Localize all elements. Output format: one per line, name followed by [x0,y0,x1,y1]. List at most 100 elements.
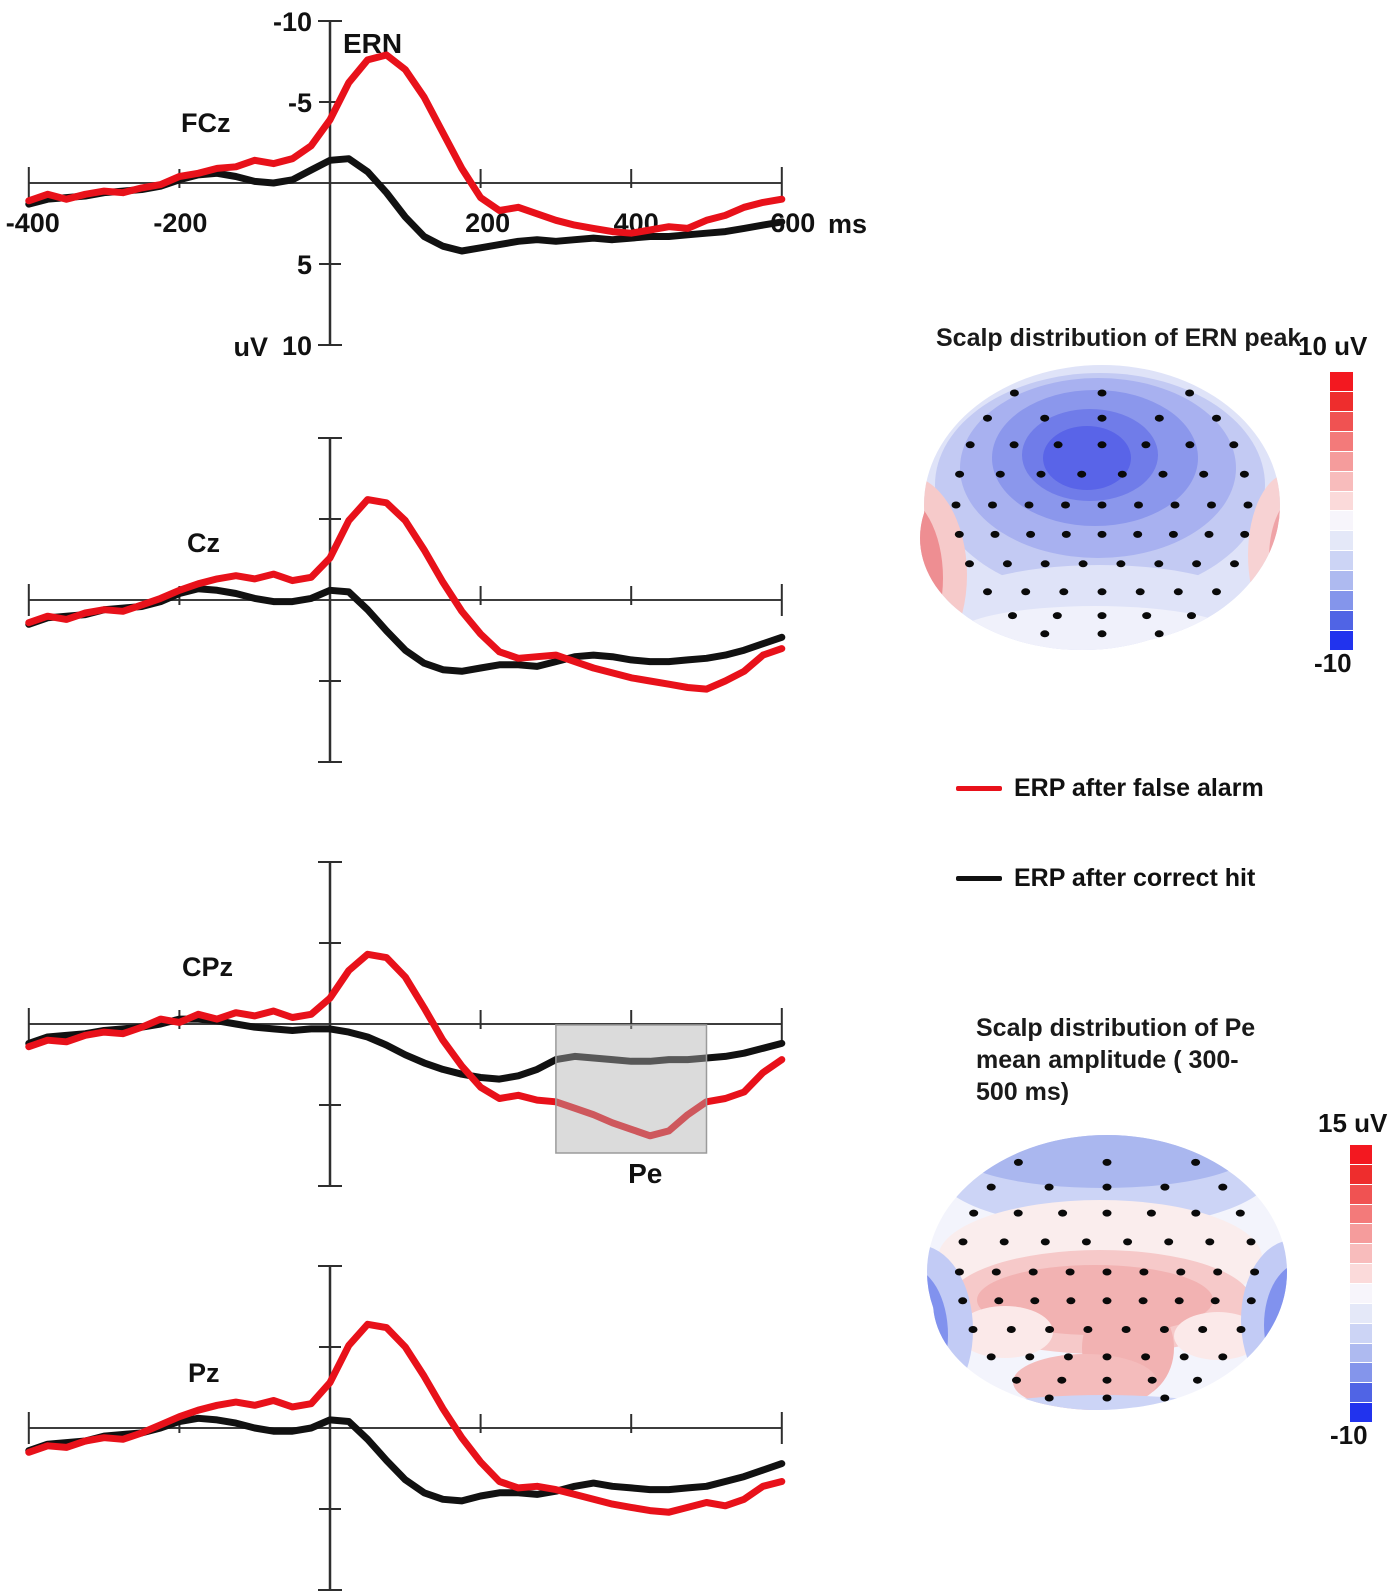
pe-colorbar-max-label: 15 uV [1318,1108,1388,1138]
electrode-dot [1102,1297,1112,1305]
electrode-dot [1199,470,1209,478]
electrode-dot [1173,588,1183,596]
scalp-contour [1248,473,1280,637]
colorbar-segment [1350,1264,1372,1284]
electrode-dot [1168,530,1178,538]
electrode-dot [1158,470,1168,478]
electrode-dot [1142,612,1152,620]
electrode-dot [1036,470,1046,478]
colorbar-segment [1330,431,1353,451]
scalp-contour [920,475,967,650]
electrode-dot [1134,501,1143,509]
ern-topomap [920,365,1280,650]
colorbar-segment [1330,391,1353,411]
legend-item-correct-hit: ERP after correct hit [956,864,1255,893]
colorbar-segment [1330,611,1353,630]
electrode-dot [965,441,975,449]
electrode-dot [1174,1297,1184,1305]
electrode-dot [999,1238,1009,1246]
electrode-dot [1061,501,1070,509]
electrode-dot [986,1353,996,1361]
scalp-contour [953,606,1237,650]
electrode-dot [1160,1394,1170,1402]
electrode-dot [1013,1158,1023,1166]
ern-colorbar-max-label: 10 uV [1298,331,1368,361]
y-tick-label: 10 [282,331,312,361]
electrode-dot [1044,1394,1054,1402]
electrode-dot [1235,1209,1245,1217]
electrode-dot [1164,1238,1174,1246]
legend-label-correct-hit: ERP after correct hit [1014,864,1256,892]
scalp-contour [877,1302,913,1378]
scalp-contour [920,512,922,648]
pz-false-alarm-curve [25,1320,786,1516]
electrode-dot [1246,1238,1256,1246]
electrode-dot [1146,1209,1156,1217]
electrode-dot [1239,470,1249,478]
colorbar-segment [1350,1323,1372,1343]
fcz-false-alarm-curve [25,51,786,237]
electrode-dot [983,588,992,596]
pe-map-title-line2: mean amplitude ( 300- [976,1046,1239,1074]
electrode-dot [1040,1238,1050,1246]
electrode-dot [1240,530,1250,538]
colorbar-segment [1330,511,1353,531]
electrode-dot [1102,1353,1112,1361]
electrode-dot [1040,560,1050,568]
x-tick-label: -200 [153,208,207,238]
scalp-contour [920,494,943,650]
cz-correct-hit-curve [25,585,786,675]
electrode-dot [1212,414,1221,422]
electrode-dot [954,530,964,538]
electrode-dot [955,470,965,478]
colorbar-segment [1330,531,1353,551]
electrode-dot [1078,560,1088,568]
pe-topomap [877,1135,1287,1410]
electrode-dot [1059,588,1069,596]
scalp-contour [1174,1312,1262,1360]
scalp-contour [1269,496,1280,620]
electrode-dot [1154,414,1164,422]
electrode-dot [1170,501,1180,509]
colorbar-segment [1350,1204,1372,1224]
electrode-dot [1185,389,1195,397]
pe-map-title-line3: 500 ms) [976,1078,1070,1106]
electrode-dot [1002,560,1012,568]
electrode-dot [1024,501,1034,509]
scalp-contour [1264,1263,1287,1387]
electrode-dot [1102,1376,1112,1384]
electrode-dot [954,1268,964,1276]
pe-highlight-window [555,1024,708,1154]
electrode-dot [1212,588,1221,596]
electrode-dot [1097,414,1107,422]
electrode-dot [1207,501,1216,509]
electrode-dot [965,560,974,568]
electrode-dot [1192,560,1202,568]
ern-peak-label: ERN [343,28,402,59]
electrode-dot [1081,1238,1091,1246]
y-unit-label: uV [233,332,268,362]
electrode-dot [1061,530,1071,538]
electrode-dot [1009,389,1019,397]
electrode-dots [951,389,1253,638]
electrode-dot [1121,1326,1131,1333]
cpz-plot: CPz Pe [25,861,786,1189]
electrode-dot [1141,441,1151,449]
electrode-dot [958,1297,968,1305]
electrode-dot [1154,630,1164,638]
cz-plot: Cz [25,437,786,763]
electrode-dot [1012,1376,1021,1384]
y-tick-label: -5 [288,88,312,118]
electrode-dot [958,1238,968,1246]
electrode-dot [1058,1209,1068,1217]
electrode-dot [1141,1353,1151,1361]
colorbar-segment [1350,1383,1372,1403]
electrode-dot [1218,1183,1228,1191]
electrode-dot [1077,470,1087,478]
electrode-dot [1179,1353,1189,1361]
electrode-dot [1026,530,1036,538]
scalp-contour [953,1395,1253,1410]
colorbar-segment [1330,491,1353,511]
colorbar-segment [1350,1244,1372,1264]
